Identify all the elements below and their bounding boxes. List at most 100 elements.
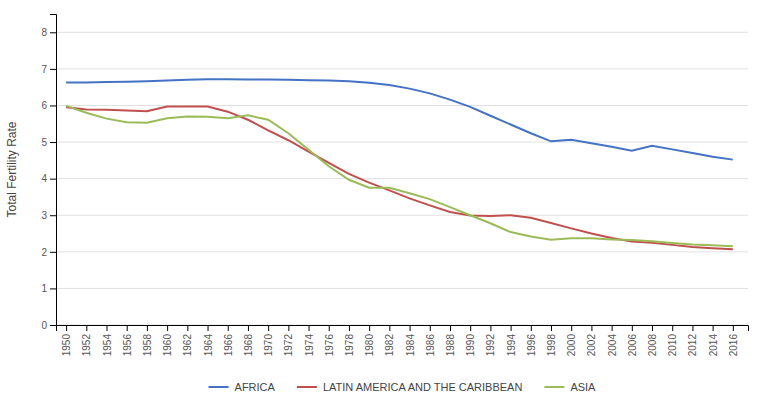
grid-line (56, 68, 748, 69)
x-tick-label: 1976 (324, 334, 335, 357)
y-tick-label: 8 (41, 27, 47, 38)
x-tick-label: 1970 (263, 334, 274, 357)
x-tick-label: 1990 (465, 334, 476, 357)
x-tick-label: 1974 (304, 334, 315, 357)
legend: AFRICALATIN AMERICA AND THE CARIBBEANASI… (209, 381, 597, 393)
x-tick-label: 1996 (526, 334, 537, 357)
x-tick: 1968 (243, 325, 254, 356)
legend-label: ASIA (570, 381, 596, 393)
x-tick: 1950 (61, 325, 72, 356)
x-tick-mark (107, 325, 108, 331)
y-tick: 4 (41, 173, 56, 184)
x-tick: 1964 (203, 325, 214, 356)
x-tick-label: 1958 (142, 334, 153, 357)
plot: 1950195219541956195819601962196419661968… (41, 15, 748, 357)
series-group (66, 79, 733, 249)
x-tick-mark (652, 325, 653, 331)
y-tick: 1 (41, 283, 56, 294)
legend-swatch (544, 386, 564, 388)
x-tick-label: 1968 (243, 334, 254, 357)
x-tick-mark (591, 325, 592, 331)
y-tick: 5 (41, 137, 56, 148)
x-tick: 2014 (708, 325, 719, 356)
x-tick-label: 1960 (162, 334, 173, 357)
grid (56, 32, 748, 325)
x-tick-mark (66, 325, 67, 331)
series-line (66, 107, 733, 250)
x-tick-mark (612, 325, 613, 331)
x-tick-label: 1992 (485, 334, 496, 357)
y-tick-mark (50, 69, 56, 70)
legend-label: AFRICA (235, 381, 276, 393)
x-tick-mark (309, 325, 310, 331)
y-axis-line (50, 15, 57, 326)
y-tick: 6 (41, 100, 56, 111)
x-tick-label: 1966 (223, 334, 234, 357)
y-tick: 2 (41, 247, 56, 258)
x-tick: 1998 (546, 325, 557, 356)
x-tick: 2000 (566, 325, 577, 356)
x-tick: 1956 (122, 325, 133, 356)
x-tick-label: 1984 (405, 334, 416, 357)
x-tick-mark (248, 325, 249, 331)
x-tick-mark (167, 325, 168, 331)
x-tick-mark (692, 325, 693, 331)
x-tick: 1982 (384, 325, 395, 356)
y-tick-mark (50, 325, 56, 326)
x-tick-label: 2014 (708, 334, 719, 357)
y-tick-label: 7 (41, 64, 47, 75)
x-tick-label: 2012 (687, 334, 698, 357)
x-tick-mark (369, 325, 370, 331)
y-tick-label: 4 (41, 173, 47, 184)
y-tick-mark (50, 288, 56, 289)
x-tick-label: 2010 (667, 334, 678, 357)
x-tick: 2004 (607, 325, 618, 356)
y-tick: 7 (41, 64, 56, 75)
y-tick-mark (50, 105, 56, 106)
y-tick-label: 3 (41, 210, 47, 221)
x-tick-label: 1962 (182, 334, 193, 357)
x-tick: 2010 (667, 325, 678, 356)
x-tick-mark (733, 325, 734, 331)
x-tick: 1970 (263, 325, 274, 356)
x-tick-label: 1972 (283, 334, 294, 357)
x-tick-mark (86, 325, 87, 331)
x-axis-line (57, 326, 749, 332)
x-tick-label: 1952 (81, 334, 92, 357)
x-tick: 1972 (283, 325, 294, 356)
legend-item: AFRICA (209, 381, 276, 393)
x-tick-mark (288, 325, 289, 331)
x-tick-mark (349, 325, 350, 331)
y-tick: 3 (41, 210, 56, 221)
x-tick: 1990 (465, 325, 476, 356)
y-tick: 0 (41, 320, 56, 331)
x-tick-label: 2004 (607, 334, 618, 357)
x-tick-label: 2006 (627, 334, 638, 357)
x-tick: 1976 (324, 325, 335, 356)
x-tick-label: 2016 (728, 334, 739, 357)
x-tick-label: 1988 (445, 334, 456, 357)
grid-line (56, 288, 748, 289)
x-axis: 1950195219541956195819601962196419661968… (57, 325, 749, 356)
x-tick-label: 1980 (364, 334, 375, 357)
grid-line (56, 142, 748, 143)
x-tick: 2012 (687, 325, 698, 356)
y-axis-title: Total Fertility Rate (5, 121, 19, 217)
x-tick-mark (571, 325, 572, 331)
x-tick-mark (672, 325, 673, 331)
grid-line (56, 215, 748, 216)
series-line (66, 106, 733, 246)
x-tick: 1992 (485, 325, 496, 356)
x-tick-label: 1950 (61, 334, 72, 357)
y-axis: 0 1 2 3 4 5 6 7 8 (41, 15, 56, 331)
x-tick-label: 1982 (384, 334, 395, 357)
x-tick-mark (228, 325, 229, 331)
x-tick-mark (147, 325, 148, 331)
x-tick: 1962 (182, 325, 193, 356)
x-tick: 2008 (647, 325, 658, 356)
chart: 1950195219541956195819601962196419661968… (0, 0, 770, 399)
x-tick: 1978 (344, 325, 355, 356)
y-tick-label: 0 (41, 320, 47, 331)
y-tick-mark (50, 215, 56, 216)
x-tick-label: 1956 (122, 334, 133, 357)
